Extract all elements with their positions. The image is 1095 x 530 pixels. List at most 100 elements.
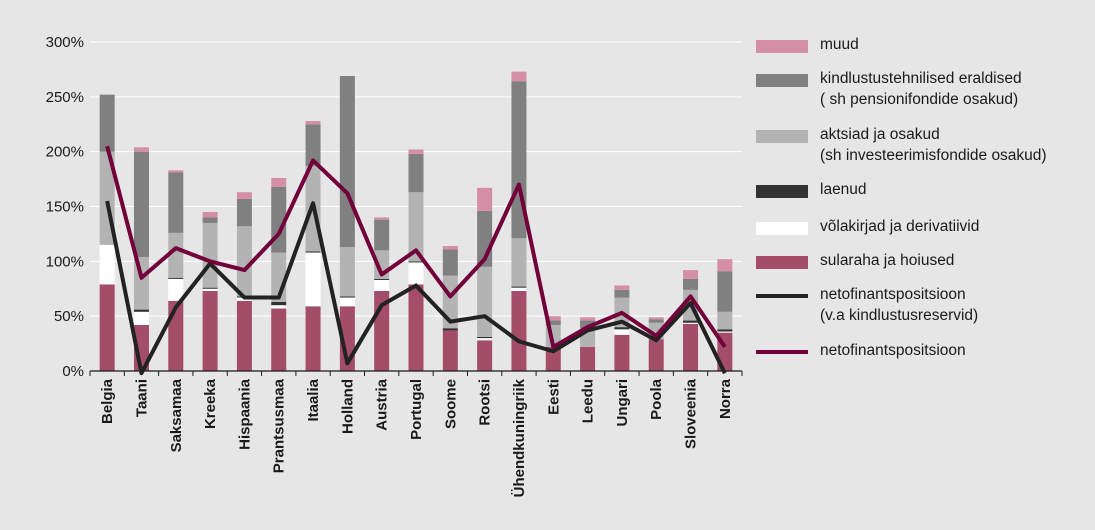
- legend-label-volakirjad: võlakirjad ja derivatiivid: [820, 218, 980, 235]
- legend-swatch-laenud: [756, 185, 808, 198]
- legend-item-volakirjad: võlakirjad ja derivatiivid: [756, 216, 979, 237]
- x-category-label: Itaalia: [305, 378, 322, 421]
- bar-segment: [545, 320, 561, 325]
- y-tick-label: 200%: [46, 144, 84, 161]
- y-tick-label: 50%: [54, 308, 84, 325]
- bar-segment: [614, 334, 630, 371]
- stacked-bars: [99, 71, 733, 371]
- legend-label-sularaha: sularaha ja hoiused: [820, 252, 955, 269]
- x-category-label: Rootsi: [477, 379, 494, 426]
- bar-segment: [374, 279, 390, 291]
- bar-segment: [648, 339, 664, 371]
- x-category-label: Hispaania: [236, 378, 253, 450]
- legend-swatch-kindlustustehnilised: [756, 74, 808, 87]
- bar-segment: [99, 284, 115, 371]
- bar-segment: [271, 177, 287, 187]
- bar-segment: [477, 266, 493, 338]
- bar-segment: [683, 270, 699, 279]
- bar-segment: [202, 217, 218, 223]
- bar-segment: [236, 192, 252, 199]
- x-category-label: Soome: [442, 379, 459, 429]
- bar-segment: [305, 120, 321, 125]
- bar-segment: [305, 306, 321, 371]
- bar-segment: [614, 285, 630, 290]
- bar-segment: [202, 290, 218, 371]
- bar-segment: [477, 340, 493, 371]
- bar-segment: [99, 94, 115, 152]
- bar-segment: [442, 245, 458, 250]
- bar-segment: [717, 271, 733, 312]
- y-tick-label: 150%: [46, 199, 84, 216]
- bar-segment: [717, 331, 733, 333]
- bar-segment: [305, 251, 321, 253]
- bar-segment: [511, 286, 527, 288]
- bar-segment: [511, 290, 527, 371]
- bar-segment: [580, 317, 596, 321]
- legend-line-netofinants-va: [756, 294, 808, 298]
- legend-swatch-sularaha: [756, 256, 808, 269]
- bar-segment: [477, 337, 493, 339]
- bar-segment: [408, 284, 424, 371]
- bar-segment: [374, 278, 390, 280]
- bar-segment: [168, 278, 184, 301]
- bar-segment: [133, 147, 149, 152]
- bar-segment: [614, 289, 630, 298]
- legend-label-kindlustustehnilised: kindlustustehnilised eraldised ( sh pens…: [820, 70, 1022, 108]
- bar-segment: [202, 222, 218, 288]
- legend-swatch-aktsiad: [756, 130, 808, 143]
- series-lines: [105, 145, 727, 376]
- bar-segment: [202, 288, 218, 291]
- bar-segment: [305, 252, 321, 307]
- bar-segment: [477, 187, 493, 211]
- bar-segment: [683, 323, 699, 371]
- y-tick-label: 100%: [46, 253, 84, 270]
- bar-segment: [236, 198, 252, 227]
- bar-segment: [236, 226, 252, 297]
- bar-segment: [339, 296, 355, 298]
- x-category-label: Ungari: [614, 379, 631, 427]
- tick-labels: 0% 50% 100% 150% 200% 250% 300% Belgia Taani Saks…: [46, 34, 734, 497]
- bar-segment: [683, 322, 699, 324]
- x-category-label: Portugal: [408, 379, 425, 440]
- bar-segment: [168, 277, 184, 279]
- bar-segment: [408, 153, 424, 193]
- legend-label-netofinants: netofinantspositsioon: [820, 342, 966, 359]
- bar-segment: [511, 238, 527, 287]
- net-position-line: [105, 145, 727, 349]
- y-tick-label: 250%: [46, 89, 84, 106]
- y-tick-label: 300%: [46, 34, 84, 51]
- bar-segment: [408, 192, 424, 262]
- bar-segment: [168, 232, 184, 278]
- bar-segment: [511, 71, 527, 82]
- legend-label-aktsiad: aktsiad ja osakud (sh investeerimisfondi…: [820, 126, 1047, 164]
- bar-segment: [717, 329, 733, 332]
- bar-segment: [477, 338, 493, 341]
- bar-segment: [545, 346, 561, 371]
- bar-segment: [271, 301, 287, 306]
- legend-label-muud: muud: [820, 36, 859, 53]
- bar-segment: [305, 124, 321, 166]
- legend-swatch-volakirjad: [756, 222, 808, 235]
- axes: [89, 370, 743, 376]
- bar-segment: [339, 297, 355, 307]
- bar-segment: [511, 287, 527, 291]
- legend-item-kindlustustehnilised: kindlustustehnilised eraldised ( sh pens…: [756, 68, 1022, 110]
- x-category-label: Taani: [133, 379, 150, 417]
- legend-swatch-muud: [756, 40, 808, 53]
- bar-segment: [133, 309, 149, 312]
- legend-item-aktsiad: aktsiad ja osakud (sh investeerimisfondi…: [756, 124, 1047, 166]
- bar-segment: [374, 219, 390, 251]
- x-category-label: Belgia: [99, 378, 116, 424]
- legend-line-netofinants: [756, 350, 808, 354]
- bar-segment: [408, 262, 424, 285]
- net-position-excl-line: [105, 200, 727, 376]
- bar-segment: [168, 170, 184, 173]
- y-tick-label: 0%: [62, 363, 84, 380]
- bar-segment: [202, 287, 218, 289]
- x-category-label: Prantsusmaa: [271, 378, 288, 473]
- bar-segment: [545, 316, 561, 321]
- bar-segment: [580, 346, 596, 371]
- x-category-label: Eesti: [545, 379, 562, 415]
- bar-segment: [717, 311, 733, 330]
